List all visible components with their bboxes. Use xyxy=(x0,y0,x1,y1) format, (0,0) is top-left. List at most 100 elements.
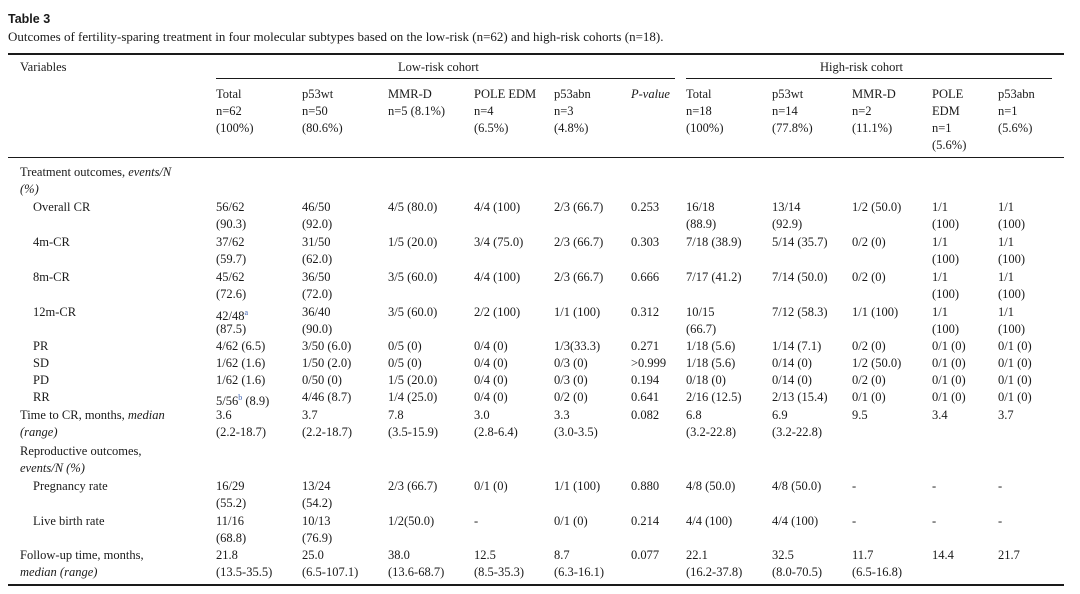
table-cell: 0.082 xyxy=(631,408,660,422)
table-cell: 1/1 xyxy=(998,305,1014,319)
table-cell: (90.0) xyxy=(302,322,333,336)
table-cell: - xyxy=(932,514,937,528)
table-cell: 31/50 xyxy=(302,235,331,249)
column-header: (5.6%) xyxy=(998,121,1033,135)
row-label: median (range) xyxy=(20,565,98,579)
table-cell: 8.7 xyxy=(554,548,570,562)
column-header: n=14 xyxy=(772,104,798,118)
table-cell: 1/3(33.3) xyxy=(554,339,601,353)
table-cell: 1/1 xyxy=(932,305,948,319)
table-cell: (72.0) xyxy=(302,287,333,301)
row-label: PR xyxy=(33,339,49,353)
table-cell: 7.8 xyxy=(388,408,404,422)
column-header: p53wt xyxy=(772,87,804,101)
table-cell: (3.5-15.9) xyxy=(388,425,438,439)
column-header: n=3 xyxy=(554,104,574,118)
table-cell: (8.0-70.5) xyxy=(772,565,822,579)
table-cell: (100) xyxy=(932,287,960,301)
table-cell: 4/8 (50.0) xyxy=(686,479,736,493)
table-cell: 0/14 (0) xyxy=(772,373,812,387)
table-cell: 0/5 (0) xyxy=(388,356,422,370)
table-cell: 1/5 (20.0) xyxy=(388,235,438,249)
column-header: MMR-D xyxy=(388,87,432,101)
high-risk-cohort-header: High-risk cohort xyxy=(820,60,903,74)
table-cell: - xyxy=(932,479,937,493)
table-cell: 0.641 xyxy=(631,390,660,404)
table-cell: 1/2 (50.0) xyxy=(852,200,902,214)
table-cell: (100) xyxy=(998,287,1026,301)
table-cell: 3.7 xyxy=(302,408,318,422)
table-cell: (100) xyxy=(932,217,960,231)
table-cell: 1/1 xyxy=(998,200,1014,214)
table-cell: 0.666 xyxy=(631,270,660,284)
table-cell: - xyxy=(852,479,857,493)
table-cell: 0/2 (0) xyxy=(852,339,886,353)
table-cell: 0/4 (0) xyxy=(474,356,508,370)
row-label: events/N (%) xyxy=(20,461,85,475)
table-cell: 3.7 xyxy=(998,408,1014,422)
table-cell: (72.6) xyxy=(216,287,247,301)
row-label: 12m-CR xyxy=(33,305,77,319)
table-cell: (16.2-37.8) xyxy=(686,565,743,579)
table-cell: 0.194 xyxy=(631,373,660,387)
table-cell: 0/1 (0) xyxy=(932,390,966,404)
table-cell: 0/1 (0) xyxy=(998,356,1032,370)
table-cell: 0/1 (0) xyxy=(998,390,1032,404)
table-cell: >0.999 xyxy=(631,356,667,370)
table-cell: 0.253 xyxy=(631,200,660,214)
table-cell: 25.0 xyxy=(302,548,324,562)
table-cell: 1/62 (1.6) xyxy=(216,373,266,387)
table-cell: 6.8 xyxy=(686,408,702,422)
table-cell: 7/18 (38.9) xyxy=(686,235,742,249)
table-cell: 2/13 (15.4) xyxy=(772,390,828,404)
table-cell: 0.077 xyxy=(631,548,660,562)
table-cell: (100) xyxy=(998,217,1026,231)
table-cell: 16/29 xyxy=(216,479,245,493)
table-cell: 4/4 (100) xyxy=(686,514,733,528)
table-cell: 1/18 (5.6) xyxy=(686,356,736,370)
table-cell: 9.5 xyxy=(852,408,868,422)
table-cell: 14.4 xyxy=(932,548,954,562)
table-cell: 36/50 xyxy=(302,270,331,284)
table-cell: 0/2 (0) xyxy=(852,235,886,249)
table-cell: 0/4 (0) xyxy=(474,390,508,404)
table-cell: 0/1 (0) xyxy=(998,339,1032,353)
table-cell: 21.8 xyxy=(216,548,238,562)
table-cell: 1/5 (20.0) xyxy=(388,373,438,387)
row-label: Pregnancy rate xyxy=(33,479,108,493)
table-cell: 1/2(50.0) xyxy=(388,514,435,528)
table-cell: (3.0-3.5) xyxy=(554,425,598,439)
table-cell: 0/1 (0) xyxy=(474,479,508,493)
row-label: 4m-CR xyxy=(33,235,70,249)
table-cell: 0/3 (0) xyxy=(554,356,588,370)
table-cell: 1/1 xyxy=(932,235,948,249)
table-cell: 4/5 (80.0) xyxy=(388,200,438,214)
column-header: (80.6%) xyxy=(302,121,343,135)
table-cell: 13/24 xyxy=(302,479,331,493)
table-cell: (88.9) xyxy=(686,217,717,231)
row-label: RR xyxy=(33,390,50,404)
table-cell: 13/14 xyxy=(772,200,801,214)
table-cell: 0/1 (0) xyxy=(554,514,588,528)
table-cell: 0/2 (0) xyxy=(852,270,886,284)
table-cell: 2/3 (66.7) xyxy=(554,270,604,284)
table-cell: (76.9) xyxy=(302,531,333,545)
table-cell: 11.7 xyxy=(852,548,874,562)
table-cell: 5/56b (8.9) xyxy=(216,393,270,409)
table-cell: 1/1 (100) xyxy=(554,305,601,319)
column-header: (77.8%) xyxy=(772,121,813,135)
table-cell: 1/18 (5.6) xyxy=(686,339,736,353)
table-cell: 1/1 xyxy=(998,235,1014,249)
table-cell: 2/2 (100) xyxy=(474,305,521,319)
row-label: PD xyxy=(33,373,49,387)
row-label: Treatment outcomes, events/N xyxy=(20,165,172,179)
table-cell: (2.8-6.4) xyxy=(474,425,518,439)
table-cell: (6.5-16.8) xyxy=(852,565,902,579)
column-header: POLE xyxy=(932,87,964,101)
header-bottom-rule xyxy=(8,157,1064,158)
table-cell: (54.2) xyxy=(302,496,333,510)
table-cell: (59.7) xyxy=(216,252,247,266)
row-label: (range) xyxy=(20,425,58,439)
column-header: n=50 xyxy=(302,104,328,118)
table-cell: 0.271 xyxy=(631,339,660,353)
